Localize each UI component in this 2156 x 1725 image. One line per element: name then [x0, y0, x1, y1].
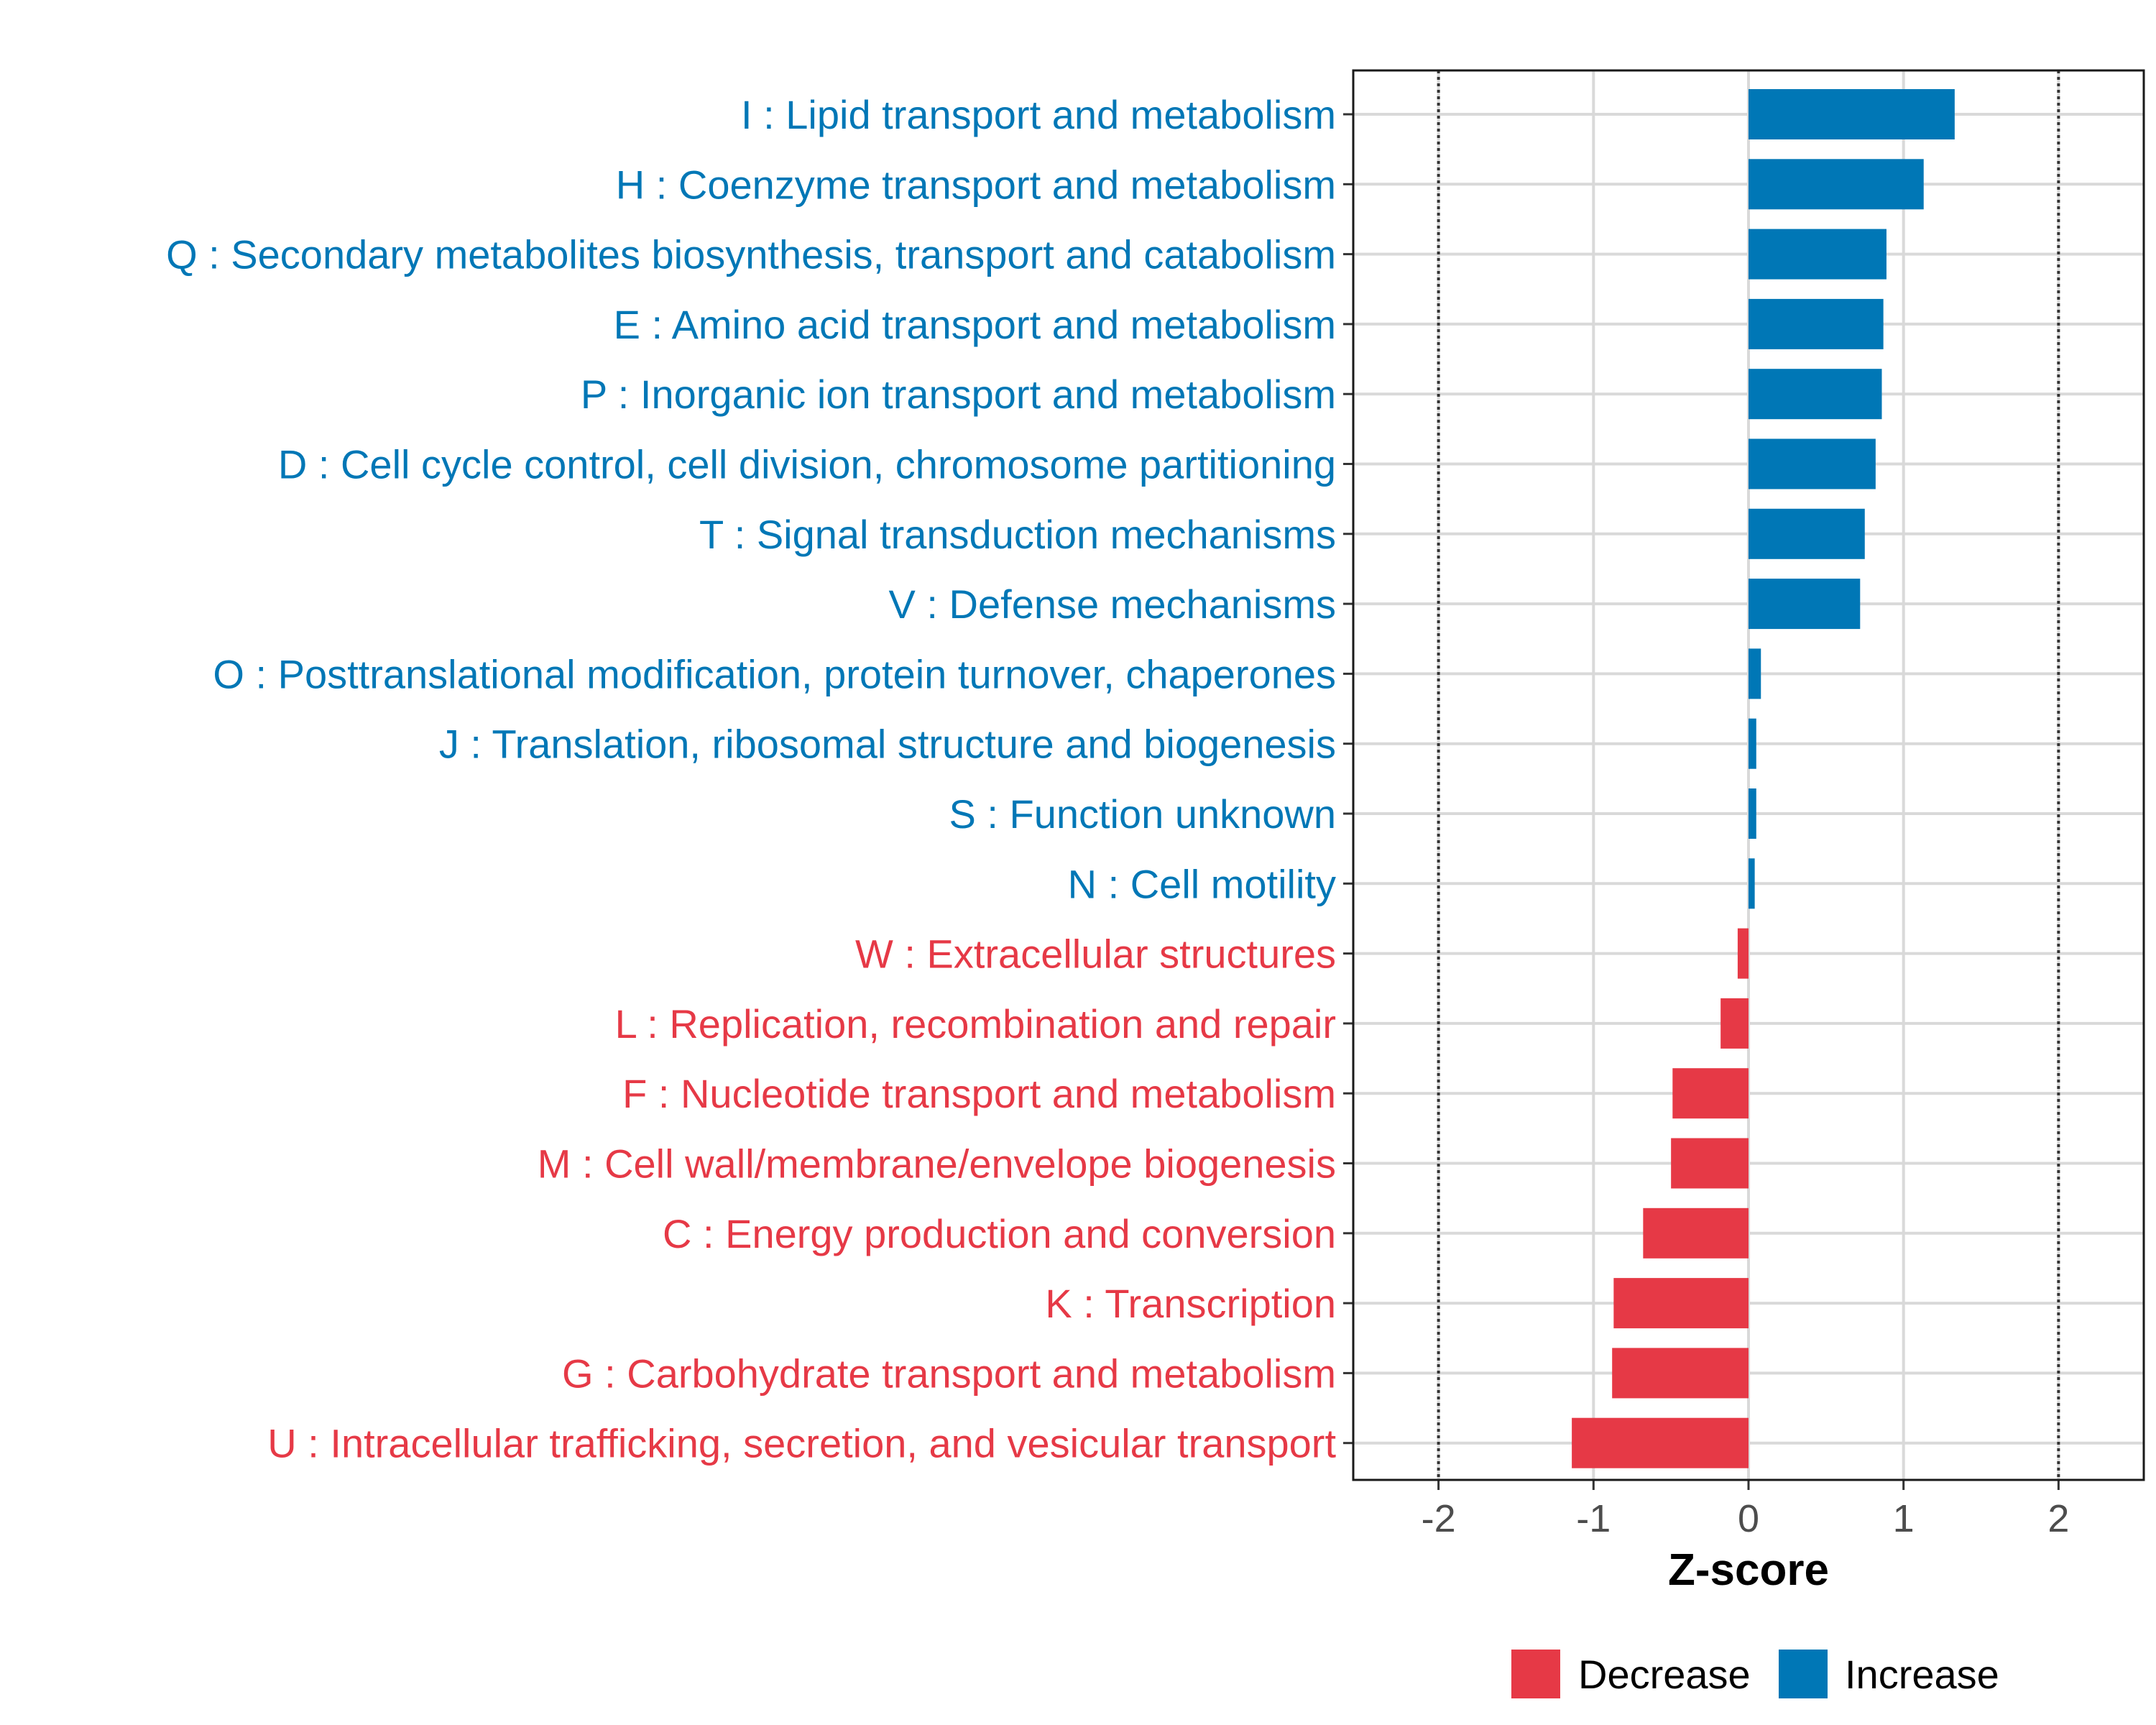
x-tick-label: 0: [1738, 1497, 1759, 1540]
category-label: C : Energy production and conversion: [663, 1211, 1336, 1256]
category-label: N : Cell motility: [1068, 861, 1336, 906]
bar: [1749, 508, 1865, 559]
bar: [1749, 788, 1756, 839]
grid-lines: [1353, 70, 2144, 1480]
bar: [1720, 998, 1749, 1049]
category-label: J : Translation, ribosomal structure and…: [439, 722, 1336, 767]
x-tick-label: 1: [1893, 1497, 1915, 1540]
category-label: D : Cell cycle control, cell division, c…: [278, 442, 1336, 487]
legend-swatch-increase: [1779, 1650, 1828, 1698]
bar: [1749, 369, 1882, 420]
bar: [1749, 159, 1924, 210]
bar: [1572, 1417, 1749, 1468]
category-label: L : Replication, recombination and repai…: [615, 1001, 1336, 1046]
bar: [1737, 928, 1749, 979]
bar: [1749, 89, 1955, 139]
category-labels: I : Lipid transport and metabolism H : Co…: [166, 92, 1353, 1466]
category-label: M : Cell wall/membrane/envelope biogenes…: [538, 1141, 1336, 1187]
category-label: K : Transcription: [1045, 1281, 1336, 1326]
bar: [1749, 298, 1884, 349]
x-tick-label: -2: [1422, 1497, 1456, 1540]
plot-panel-border: [1352, 69, 2145, 1481]
legend: Decrease Increase: [1511, 1650, 1999, 1698]
bar: [1749, 718, 1756, 769]
bar: [1671, 1138, 1749, 1189]
x-tick-label: 2: [2047, 1497, 2069, 1540]
category-label: E : Amino acid transport and metabolism: [614, 302, 1336, 347]
category-label: S : Function unknown: [949, 791, 1336, 837]
category-label: Q : Secondary metabolites biosynthesis, …: [166, 232, 1336, 277]
legend-label-increase: Increase: [1845, 1652, 1999, 1697]
bar: [1612, 1348, 1749, 1399]
x-axis-ticks: -2 -1 0 1 2: [1422, 1480, 2069, 1540]
bar: [1749, 229, 1886, 280]
legend-label-decrease: Decrease: [1578, 1652, 1751, 1697]
category-label: V : Defense mechanisms: [889, 581, 1336, 627]
category-label: F : Nucleotide transport and metabolism: [622, 1071, 1336, 1116]
bar: [1613, 1278, 1749, 1329]
bars: [1572, 89, 1955, 1468]
bar: [1749, 579, 1861, 630]
category-label: O : Posttranslational modification, prot…: [213, 651, 1336, 696]
x-tick-label: -1: [1576, 1497, 1611, 1540]
category-label: P : Inorganic ion transport and metaboli…: [581, 372, 1336, 417]
category-label: G : Carbohydrate transport and metabolis…: [562, 1351, 1336, 1396]
bar: [1749, 648, 1761, 699]
bar: [1672, 1068, 1749, 1119]
bar: [1749, 858, 1755, 909]
x-axis-title: Z-score: [1668, 1545, 1829, 1595]
category-label: T : Signal transduction mechanisms: [699, 512, 1336, 557]
bar: [1749, 438, 1876, 489]
category-label: I : Lipid transport and metabolism: [741, 92, 1336, 137]
category-label: W : Extracellular structures: [855, 932, 1336, 977]
legend-swatch-decrease: [1511, 1650, 1560, 1698]
bar: [1643, 1208, 1749, 1259]
category-label: U : Intracellular trafficking, secretion…: [267, 1421, 1336, 1466]
category-label: H : Coenzyme transport and metabolism: [616, 162, 1336, 207]
